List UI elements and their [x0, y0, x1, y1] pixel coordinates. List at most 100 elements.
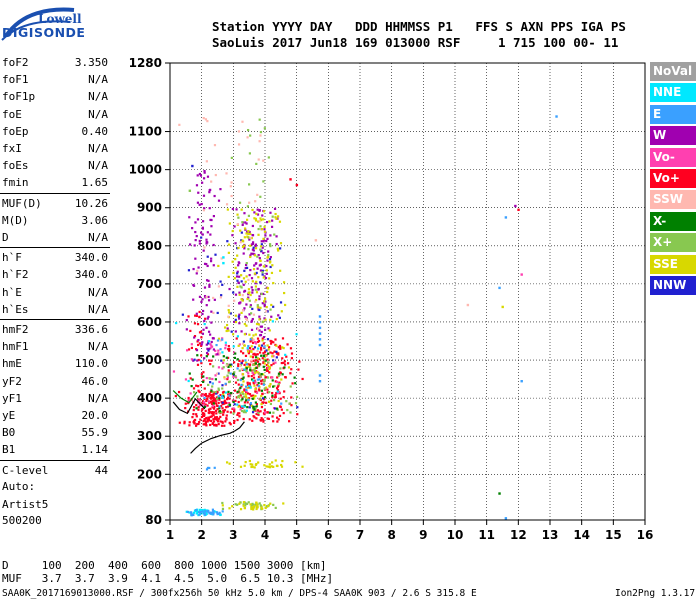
echo-mark-vo [184, 406, 187, 410]
echo-mark-sse [222, 359, 225, 362]
echo-mark-vo [289, 372, 292, 375]
echo-mark-x [240, 399, 243, 402]
echo-mark-w [212, 348, 215, 351]
echo-mark-vo [196, 423, 199, 426]
echo-mark-sse [269, 383, 272, 386]
echo-mark-sse [270, 271, 274, 275]
echo-mark-vo [209, 347, 212, 350]
echo-mark-w [245, 222, 248, 225]
echo-mark-vo [255, 412, 258, 416]
echo-mark-e [218, 405, 221, 408]
echo-mark-w [199, 174, 203, 177]
echo-mark-w [200, 343, 203, 346]
echo-mark-vo [221, 407, 224, 410]
echo-mark-sse [253, 384, 256, 387]
echo-mark-x [240, 409, 244, 413]
echo-mark-x [293, 376, 296, 379]
echo-mark-x [259, 375, 262, 378]
param-value: 3.350 [74, 56, 108, 69]
echo-mark-w [264, 234, 267, 237]
echo-mark-x [212, 365, 215, 368]
echo-mark-vo [197, 389, 200, 392]
echo-mark-x [244, 399, 248, 402]
echo-mark-x [192, 391, 196, 394]
echo-mark-e [215, 343, 218, 347]
echo-mark-vo [263, 351, 267, 354]
echo-mark-vo [276, 376, 279, 379]
echo-mark-e [199, 511, 202, 514]
echo-mark-x [276, 407, 279, 410]
echo-mark-vo [193, 422, 196, 425]
echo-mark-sse [254, 394, 257, 398]
echo-mark-sse [251, 280, 254, 283]
param-value: N/A [88, 302, 108, 316]
echo-mark-nne [276, 390, 279, 393]
echo-mark-vo [174, 394, 177, 398]
echo-mark-e [205, 468, 209, 471]
echo-mark-sse [255, 507, 258, 511]
echo-mark-sse [260, 506, 263, 509]
echo-mark-e [240, 383, 243, 387]
echo-mark-ssw [237, 143, 241, 146]
echo-mark-x [196, 395, 199, 398]
echo-mark-e [218, 511, 221, 514]
echo-mark-vo [223, 402, 226, 405]
echo-mark-nne [245, 409, 248, 412]
echo-mark-sse [227, 251, 230, 254]
echo-mark-w [250, 252, 253, 255]
echo-mark-vo [192, 406, 196, 409]
echo-mark-x [258, 363, 261, 366]
echo-point [318, 326, 322, 330]
echo-mark-x [252, 363, 255, 367]
echo-mark-nnw [258, 308, 261, 312]
echo-mark-w [231, 207, 234, 211]
echo-mark-sse [250, 506, 253, 509]
echo-mark-ssw [249, 236, 252, 239]
echo-mark-vo [254, 409, 257, 412]
echo-mark-nnw [229, 312, 232, 315]
echo-mark-vo [233, 408, 236, 411]
echo-mark-vo [246, 383, 250, 386]
echo-mark-sse [245, 218, 249, 221]
muf-row: MUF 3.7 3.7 3.9 4.1 4.5 5.0 6.5 10.3 [MH… [2, 572, 334, 585]
echo-mark-vo [272, 362, 275, 365]
echo-point [504, 216, 508, 219]
echo-mark-sse [253, 397, 256, 400]
echo-mark-w [195, 184, 199, 187]
echo-mark-nnw [248, 406, 251, 409]
echo-mark-vo [277, 352, 280, 355]
echo-mark-sse [222, 393, 225, 396]
echo-mark-vo [237, 412, 240, 415]
echo-mark-vo [262, 342, 265, 345]
echo-mark-sse [255, 504, 258, 507]
echo-mark-nne [224, 341, 227, 344]
echo-mark-w [200, 300, 203, 303]
echo-mark-x [238, 369, 241, 372]
echo-mark-vo [257, 375, 261, 378]
echo-mark-w [208, 283, 211, 287]
echo-mark-vo [211, 396, 214, 399]
echo-mark-e [190, 512, 193, 515]
echo-mark-vo [237, 364, 240, 368]
echo-mark-x [239, 386, 242, 389]
echo-mark-sse [287, 366, 291, 369]
echo-mark-vo [239, 350, 243, 353]
echo-mark-nnw [278, 316, 281, 319]
echo-mark-vo [255, 403, 259, 406]
echo-mark-w [201, 312, 204, 316]
echo-mark-w [195, 349, 199, 352]
echo-mark-x [241, 377, 244, 380]
echo-mark-sse [280, 378, 283, 381]
echo-mark-x [259, 504, 262, 507]
echo-mark-x [225, 363, 229, 366]
echo-mark-x [253, 408, 256, 411]
echo-mark-w [185, 318, 188, 322]
echo-mark-sse [243, 464, 246, 467]
echo-mark-w [202, 249, 205, 252]
echo-mark-vo [260, 405, 264, 409]
echo-mark-x [272, 411, 275, 414]
echo-mark-w [270, 225, 274, 228]
echo-mark-ssw [236, 223, 239, 226]
echo-mark-x [288, 402, 291, 405]
echo-mark-x [289, 411, 292, 414]
